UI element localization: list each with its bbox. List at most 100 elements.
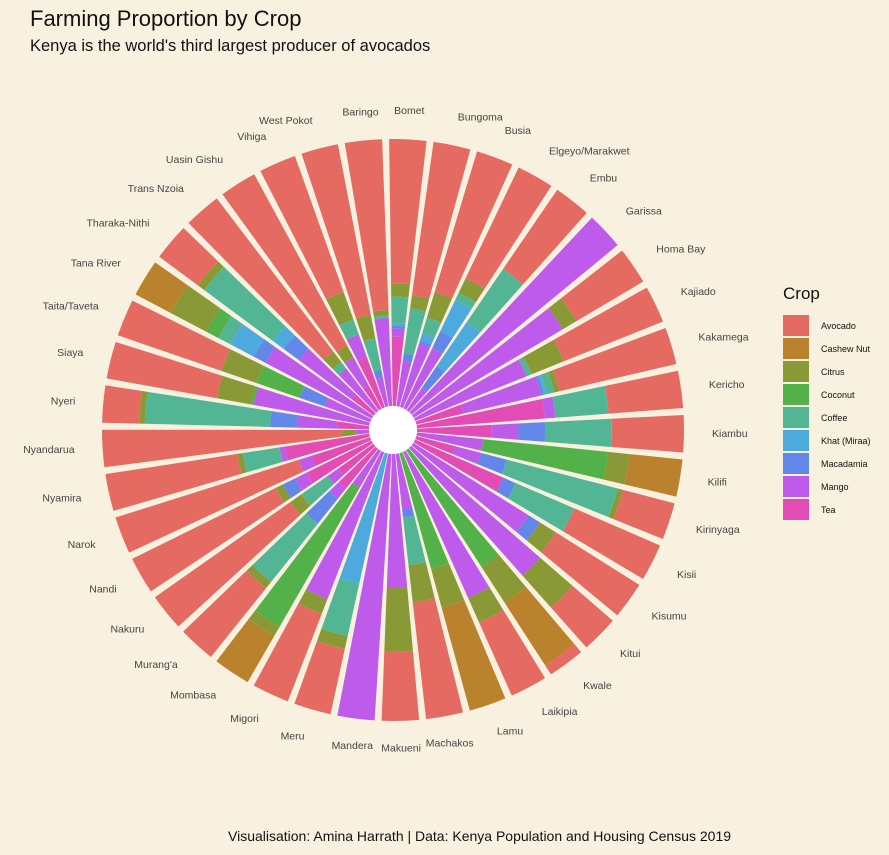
category-label-mombasa: Mombasa (170, 689, 216, 701)
category-label-embu: Embu (590, 173, 618, 185)
bar-segment-kisumu-macadamia (516, 515, 540, 541)
bar-segment-nakuru-coffee (301, 476, 334, 506)
bar-segment-kwale-avocado (545, 643, 582, 675)
bar-segment-taita-taveta-avocado (117, 300, 231, 371)
bar-segment-taita-taveta-coconut (256, 365, 305, 398)
bar-segment-bungoma-avocado (411, 141, 471, 299)
bar-segment-bungoma-citrus (410, 295, 430, 312)
bar-segment-bomet-citrus (391, 283, 410, 298)
bar-segment-migori-citrus (298, 589, 328, 615)
category-label-laikipia: Laikipia (542, 706, 578, 718)
bar-segment-kakamega-avocado (553, 327, 677, 392)
bar-segment-kitui-citrus (522, 557, 573, 608)
bar-segment-kisii-avocado (562, 508, 661, 579)
category-label-meru: Meru (281, 730, 305, 742)
bar-segment-meru-avocado (294, 640, 345, 715)
bar-segment-busia-macadamia (419, 340, 432, 348)
bar-segment-bungoma-mango (396, 361, 412, 407)
bar-segment-makueni-avocado (381, 650, 420, 722)
category-label-kitui: Kitui (620, 648, 640, 660)
legend-item-citrus: Citrus (783, 360, 871, 383)
legend-swatch-citrus (783, 361, 809, 382)
bar-segment-busia-citrus (426, 292, 453, 323)
bar-segment-kakamega-tea (415, 404, 464, 425)
bar-segment-uasin-gishu-mango (344, 357, 369, 389)
bar-segment-meru-khat-miraa- (339, 452, 388, 584)
bar-segment-kwale-coconut (406, 448, 499, 567)
bar-segment-embu-avocado (502, 189, 587, 285)
bar-segment-mombasa-cashew-nut (216, 618, 275, 683)
bar-segment-taita-taveta-mango (324, 397, 372, 423)
bar-segment-siaya-mango (253, 387, 371, 426)
bar-segment-nakuru-mango (327, 468, 344, 485)
legend-item-coffee: Coffee (783, 406, 871, 429)
bar-segment-vihiga-citrus (326, 291, 354, 326)
bar-segment-kisii-tea (413, 439, 504, 492)
category-label-kirinyaga: Kirinyaga (696, 524, 740, 536)
category-label-tharaka-nithi: Tharaka-Nithi (86, 218, 149, 230)
bar-segment-narok-avocado (115, 459, 304, 553)
bar-segment-nandi-citrus (275, 484, 291, 503)
bar-segment-baringo-coffee (373, 315, 389, 320)
category-label-kiambu: Kiambu (712, 428, 748, 440)
bar-segment-embu-coffee (466, 269, 523, 333)
bar-segment-kericho-mango (541, 396, 556, 419)
bar-segment-nyamira-mango (279, 446, 288, 462)
bar-segment-bungoma-coffee (403, 308, 426, 356)
bar-segment-elgeyo-marakwet-mango (403, 348, 443, 410)
bar-segment-trans-nzoia-citrus (323, 351, 342, 370)
bar-segment-west-pokot-avocado (301, 144, 371, 319)
bar-segment-tana-river-coffee (218, 316, 243, 345)
category-label-nakuru: Nakuru (110, 624, 144, 636)
bar-segment-tharaka-nithi-tea (352, 394, 376, 416)
bar-segment-lamu-coconut (399, 452, 449, 570)
bar-segment-kitui-avocado (550, 585, 613, 648)
bar-segment-tharaka-nithi-khat-miraa- (272, 326, 295, 349)
bar-segment-kajiado-citrus (523, 339, 564, 375)
category-label-bungoma: Bungoma (458, 111, 503, 123)
category-label-nyamira: Nyamira (42, 492, 81, 504)
bar-segment-west-pokot-mango (376, 377, 389, 408)
bar-segment-migori-avocado (253, 603, 322, 702)
bar-segment-kiambu-mango (491, 423, 519, 440)
bar-segment-machakos-macadamia (402, 507, 415, 518)
legend-item-tea: Tea (783, 498, 871, 521)
bar-segment-bomet-tea (391, 336, 404, 407)
bar-segment-machakos-mango (395, 453, 413, 510)
bar-segment-makueni-mango (386, 453, 408, 588)
bar-segment-nyeri-citrus (139, 391, 148, 424)
category-label-nandi: Nandi (89, 583, 116, 595)
bar-segment-narok-mango (298, 455, 316, 472)
category-label-nyandarua: Nyandarua (23, 444, 75, 456)
bar-segment-bungoma-macadamia (402, 353, 414, 364)
legend-label-citrus: Citrus (821, 366, 845, 377)
chart-title: Farming Proportion by Crop (30, 6, 302, 31)
legend-swatch-coffee (783, 407, 809, 428)
bar-segment-siaya-citrus (216, 375, 256, 405)
bar-segment-mombasa-mango (352, 449, 382, 488)
bar-segment-baringo-avocado (344, 139, 389, 312)
bar-segment-nandi-tea (306, 440, 374, 484)
category-label-kisumu: Kisumu (652, 611, 687, 623)
legend-item-macadamia: Macadamia (783, 452, 871, 475)
bar-segment-kitui-mango (408, 445, 541, 576)
bar-segment-kajiado-mango (413, 359, 527, 422)
bar-segment-kajiado-coffee (518, 356, 532, 377)
bar-segment-murang-a-mango (329, 481, 347, 499)
bar-segment-nandi-mango (294, 472, 314, 491)
bar-segment-garissa-mango (409, 217, 618, 415)
category-label-kisii: Kisii (677, 569, 696, 581)
legend-label-khat-miraa-: Khat (Miraa) (821, 435, 871, 446)
legend-item-khat-miraa-: Khat (Miraa) (783, 429, 871, 452)
bar-segment-nakuru-tea (338, 443, 376, 476)
category-label-homa-bay: Homa Bay (656, 244, 706, 256)
bar-segment-kakamega-mango (460, 376, 542, 414)
bar-segment-makueni-citrus (384, 586, 413, 652)
bar-segment-busia-mango (399, 343, 431, 409)
bar-segment-machakos-avocado (412, 598, 464, 720)
bar-segment-embu-mango (406, 388, 427, 413)
legend-swatch-cashew-nut (783, 338, 809, 359)
bar-segment-bomet-avocado (389, 139, 427, 285)
bar-segment-trans-nzoia-avocado (188, 198, 334, 360)
